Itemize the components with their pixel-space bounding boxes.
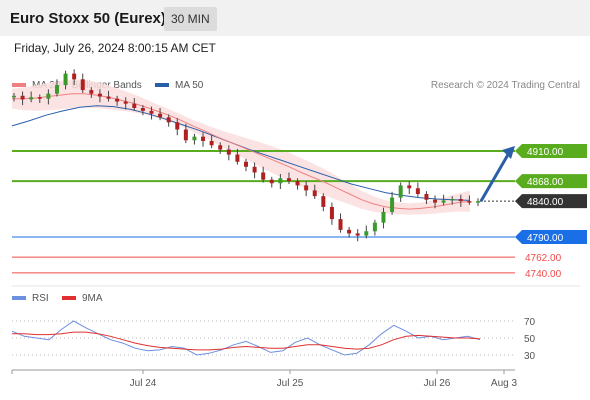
- x-tick-label-Jul-25: Jul 25: [277, 378, 304, 389]
- candle-body: [12, 95, 16, 98]
- candle-body: [166, 117, 171, 123]
- candle-body: [158, 113, 163, 118]
- candle-body: [372, 222, 377, 232]
- x-tick-label-Aug-3: Aug 3: [491, 378, 518, 389]
- candle-body: [201, 136, 206, 141]
- candle-body: [175, 122, 180, 130]
- candle-body: [37, 97, 42, 99]
- candle-body: [63, 73, 68, 86]
- candle-body: [54, 85, 59, 94]
- candle-body: [424, 194, 429, 200]
- projection-arrow-head: [502, 146, 515, 159]
- rsi-tick-50: 50: [524, 334, 536, 345]
- level-tag-4790.00: [515, 230, 587, 244]
- legend-ma50: MA 50: [155, 80, 203, 91]
- level-label-4740.00: 4740.00: [525, 269, 562, 280]
- candle-body: [20, 95, 25, 100]
- candle-body: [415, 188, 420, 194]
- candle-body: [106, 96, 111, 99]
- ma20-swatch: [12, 83, 26, 88]
- candle-body: [321, 196, 326, 207]
- candle-body: [347, 229, 352, 234]
- candle-body: [364, 231, 369, 236]
- legend-rsi: RSI: [12, 293, 49, 304]
- level-label-4910.00: 4910.00: [527, 147, 564, 158]
- candle-body: [29, 97, 34, 100]
- candle-body: [450, 199, 455, 201]
- ma50-swatch: [155, 83, 169, 88]
- candle-body: [329, 206, 334, 220]
- candle-body: [72, 73, 77, 80]
- candle-body: [218, 145, 223, 150]
- legend-ma9-label: 9MA: [82, 293, 103, 304]
- rsi-swatch: [12, 296, 26, 301]
- x-tick-label-Jul-26: Jul 26: [424, 378, 451, 389]
- level-label-4868.00: 4868.00: [527, 177, 564, 188]
- candle-body: [80, 79, 85, 91]
- level-tag-4910.00: [515, 144, 587, 158]
- candle-body: [89, 90, 94, 94]
- candle-body: [467, 201, 472, 203]
- candle-body: [226, 149, 231, 155]
- rsi-ma9-line: [12, 331, 481, 351]
- candle-body: [183, 129, 188, 141]
- candle-body: [304, 185, 309, 191]
- candle-body: [149, 110, 154, 114]
- candle-body: [458, 199, 463, 202]
- candle-body: [381, 211, 386, 223]
- legend-rsi-label: RSI: [32, 293, 49, 304]
- candle-body: [209, 140, 214, 146]
- candle-body: [390, 197, 395, 212]
- candle-body: [441, 200, 446, 203]
- candle-body: [192, 136, 197, 141]
- legend-ma50-label: MA 50: [175, 80, 204, 91]
- candle-body: [312, 190, 317, 197]
- candle-body: [244, 161, 248, 167]
- header-bar: [0, 0, 590, 36]
- candle-body: [398, 185, 403, 198]
- candle-body: [46, 93, 51, 99]
- candle-body: [295, 181, 300, 186]
- chart-title: Euro Stoxx 50 (Eurex): [10, 10, 166, 27]
- level-label-4840.00: 4840.00: [527, 197, 564, 208]
- x-tick-label-Jul-24: Jul 24: [130, 378, 157, 389]
- timestamp: Friday, July 26, 2024 8:00:15 AM CET: [14, 41, 216, 55]
- level-tag-4840.00: [515, 194, 587, 209]
- legend-ma9: 9MA: [62, 293, 103, 304]
- candle-body: [97, 93, 102, 97]
- projection-arrow: [479, 153, 510, 202]
- candle-body: [355, 233, 360, 236]
- candle-body: [252, 166, 257, 173]
- level-tag-4868.00: [515, 174, 587, 189]
- candle-body: [278, 178, 283, 184]
- level-label-4762.00: 4762.00: [525, 253, 562, 264]
- candle-body: [123, 101, 128, 104]
- candle-body: [261, 172, 266, 180]
- candle-body: [115, 98, 120, 102]
- rsi-line: [11, 320, 481, 356]
- candle-body: [338, 219, 343, 230]
- candle-body: [433, 199, 438, 203]
- rsi-tick-30: 30: [524, 351, 536, 362]
- candle-body: [269, 179, 274, 184]
- ma9-swatch: [62, 296, 76, 301]
- candle-body: [286, 178, 291, 182]
- credit-text: Research © 2024 Trading Central: [430, 80, 580, 91]
- level-label-4790.00: 4790.00: [527, 233, 564, 244]
- candle-body: [407, 185, 412, 189]
- candle-body: [235, 154, 240, 162]
- rsi-tick-70: 70: [524, 317, 536, 328]
- candle-body: [476, 201, 480, 203]
- candle-body: [132, 103, 137, 108]
- timeframe-button[interactable]: 30 MIN: [164, 7, 217, 31]
- candle-body: [140, 108, 145, 111]
